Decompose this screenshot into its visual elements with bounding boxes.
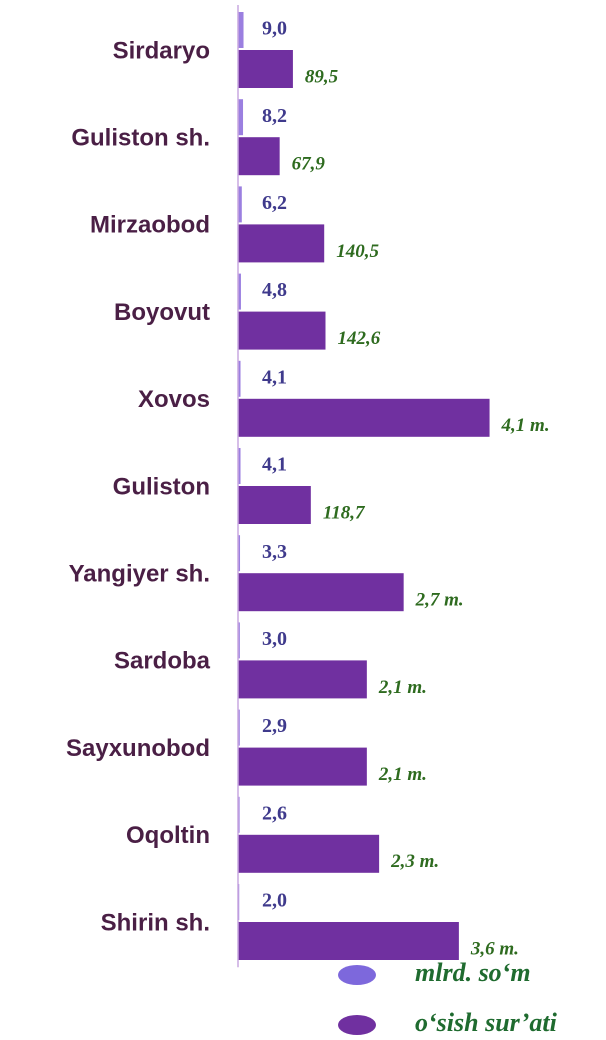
bar [238,622,240,659]
bar [238,573,404,612]
bar [238,398,490,437]
category-label: Yangiyer sh. [69,561,210,588]
bar [238,273,241,310]
value-label: 2,1 m. [378,764,427,785]
value-label: 9,0 [262,18,287,40]
value-label: 2,1 m. [378,677,427,698]
bar [238,360,241,397]
legend-label: mlrd. so‘m [415,958,531,987]
value-label: 2,6 [262,802,287,824]
category-label: Boyovut [114,299,210,326]
bar [238,224,325,263]
value-label: 8,2 [262,105,287,127]
bar [238,186,242,223]
bar [238,796,240,833]
bar [238,922,459,960]
bar [238,448,241,484]
legend-swatch [338,1015,376,1035]
value-label: 3,6 m. [470,938,519,959]
bar [238,709,240,746]
value-label: 118,7 [323,502,366,523]
category-label: Guliston sh. [71,125,210,152]
category-label: Guliston [113,473,210,500]
category-label: Xovos [138,386,210,413]
category-label: Sayxunobod [66,735,210,762]
value-label: 4,8 [262,279,287,301]
value-label: 3,3 [262,541,287,563]
value-label: 89,5 [305,66,339,87]
value-label: 2,0 [262,890,287,912]
bar [238,486,311,524]
category-label: Mirzaobod [90,212,210,239]
bar [238,50,293,88]
legend-label: o‘sish sur’ati [415,1008,558,1037]
value-label: 67,9 [292,154,326,175]
value-label: 3,0 [262,628,287,650]
bar [238,834,380,873]
category-label: Oqoltin [126,822,210,849]
category-label: Shirin sh. [101,909,210,936]
bar [238,311,326,350]
value-label: 140,5 [336,241,379,262]
bar [238,12,244,48]
bar [238,660,367,699]
value-label: 6,2 [262,192,287,214]
value-label: 4,1 [262,454,287,476]
value-label: 142,6 [337,328,380,349]
category-label: Sirdaryo [113,37,210,64]
legend-swatch [338,965,376,985]
bar [238,99,244,136]
bar [238,747,367,786]
value-label: 2,9 [262,715,287,737]
value-label: 4,1 m. [501,415,550,436]
value-label: 4,1 [262,366,287,388]
value-label: 2,3 m. [390,851,439,872]
value-label: 2,7 m. [415,590,464,611]
bar [238,137,280,176]
bar [238,535,241,572]
category-label: Sardoba [114,648,211,675]
